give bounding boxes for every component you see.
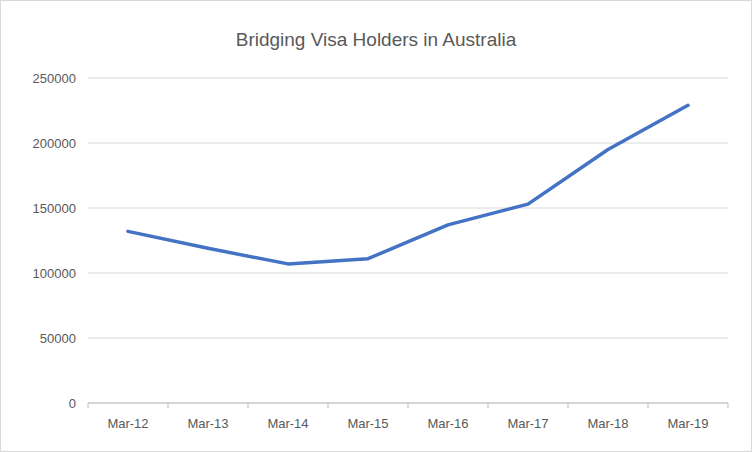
y-tick-label: 250000 xyxy=(33,71,76,86)
y-tick-label: 200000 xyxy=(33,136,76,151)
grid-line xyxy=(88,143,728,144)
x-tick-mark xyxy=(88,403,89,408)
y-tick-label: 100000 xyxy=(33,266,76,281)
chart-svg: Bridging Visa Holders in Australia 0 50000… xyxy=(0,0,752,452)
x-tick-label: Mar-14 xyxy=(267,416,308,431)
x-tick-mark xyxy=(168,403,169,408)
x-tick-label: Mar-18 xyxy=(587,416,628,431)
data-line xyxy=(128,105,688,264)
x-tick-label: Mar-12 xyxy=(107,416,148,431)
x-tick-label: Mar-13 xyxy=(187,416,228,431)
y-tick-label: 0 xyxy=(69,396,76,411)
x-tick-mark xyxy=(248,403,249,408)
x-tick-mark xyxy=(408,403,409,408)
grid-line xyxy=(88,208,728,209)
x-tick-mark xyxy=(648,403,649,408)
grid-line xyxy=(88,273,728,274)
x-tick-label: Mar-15 xyxy=(347,416,388,431)
x-tick-label: Mar-17 xyxy=(507,416,548,431)
x-tick-mark xyxy=(488,403,489,408)
chart-container: Bridging Visa Holders in Australia 0 50000… xyxy=(0,0,752,452)
plot-area xyxy=(128,105,688,264)
x-tick-label: Mar-19 xyxy=(667,416,708,431)
chart-title: Bridging Visa Holders in Australia xyxy=(236,29,517,50)
y-tick-label: 50000 xyxy=(40,331,76,346)
y-tick-label: 150000 xyxy=(33,201,76,216)
grid-line xyxy=(88,78,728,79)
x-tick-label: Mar-16 xyxy=(427,416,468,431)
chart-border xyxy=(1,1,752,452)
x-tick-mark xyxy=(568,403,569,408)
grid-line xyxy=(88,338,728,339)
x-tick-mark xyxy=(328,403,329,408)
x-tick-mark xyxy=(728,403,729,408)
